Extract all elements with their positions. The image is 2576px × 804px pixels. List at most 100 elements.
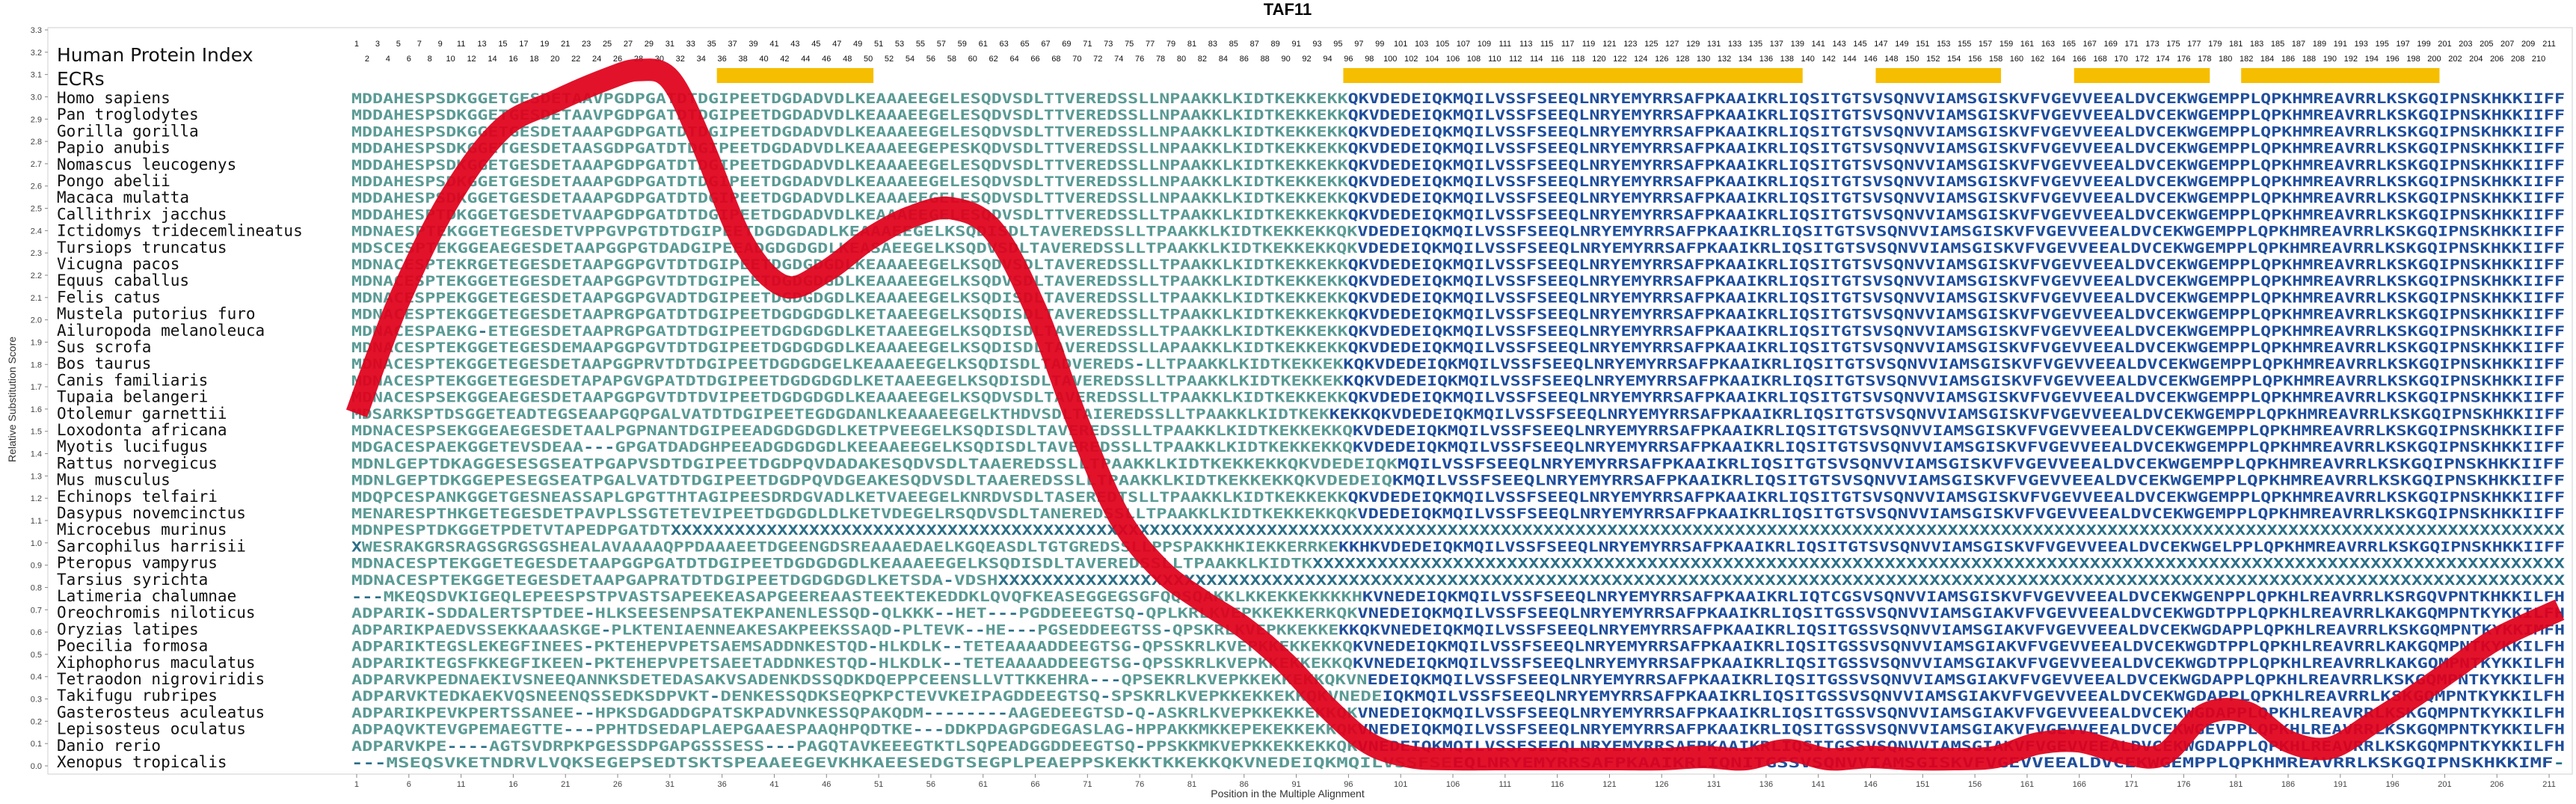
protein-index-number: 2 — [365, 55, 369, 64]
species-name: Gorilla gorilla — [57, 122, 199, 140]
x-tick-label: 46 — [822, 780, 831, 789]
x-axis-label: Position in the Multiple Alignment — [1211, 788, 1365, 800]
protein-index-number: 166 — [2073, 55, 2086, 64]
x-tick-label: 141 — [1812, 780, 1825, 789]
protein-index-number: 204 — [2469, 55, 2483, 64]
species-name: Nomascus leucogenys — [57, 156, 236, 174]
protein-index-number: 49 — [853, 40, 862, 49]
protein-index-number: 89 — [1271, 40, 1280, 49]
protein-index-number: 51 — [874, 40, 883, 49]
protein-index-number: 135 — [1749, 40, 1762, 49]
species-name: Oryzias latipes — [57, 620, 199, 638]
y-tick-label: 2.8 — [31, 138, 42, 147]
alignment-row: Myotis lucifugus MDGACESPAEKGGETEVSDEAA --… — [57, 438, 2565, 455]
protein-index-number: 179 — [2208, 40, 2222, 49]
alignment-row: Loxodonta africana MDNACESPSEKGGEAEGESDET… — [57, 421, 2565, 439]
sequence: ADPARIKTEGSLEKEGFINEES - PKTEHEPVPETSAEMSA… — [351, 639, 2565, 655]
y-tick-label: 0.7 — [31, 606, 42, 615]
alignment-row: Ictidomys tridecemlineatus MDNAESPTEKGGET… — [57, 222, 2565, 240]
protein-index-number: 34 — [697, 55, 706, 64]
protein-index-number: 191 — [2334, 40, 2347, 49]
protein-index-number: 53 — [895, 40, 904, 49]
protein-index-number: 146 — [1863, 55, 1877, 64]
alignment-row: Xenopus tropicalis --- MSEQSVKETNDRVLVQKSE… — [57, 753, 2565, 771]
alignment-row: Poecilia formosa ADPARIKTEGSLEKEGFINEES - P… — [57, 637, 2565, 655]
protein-index-number: 148 — [1884, 55, 1898, 64]
sequence: MDSCESPTEKGGEAEGESDETAAPGGPGTDADGIPEEADG… — [351, 240, 2565, 257]
protein-index-number: 67 — [1041, 40, 1050, 49]
species-name: Xenopus tropicalis — [57, 753, 227, 771]
protein-index-number: 144 — [1842, 55, 1856, 64]
protein-index-number: 206 — [2490, 55, 2503, 64]
alignment-row: Papio anubis MDDAHESPSDKGGETGESDETAASGDPG… — [57, 139, 2565, 157]
species-name: Papio anubis — [57, 139, 170, 157]
protein-index-number: 185 — [2271, 40, 2284, 49]
x-tick-label: 196 — [2385, 780, 2399, 789]
x-tick-label: 191 — [2334, 780, 2347, 789]
species-name: Lepisosteus oculatus — [57, 720, 246, 738]
protein-index-number: 199 — [2417, 40, 2430, 49]
protein-index-number: 94 — [1323, 55, 1332, 64]
human-protein-index-label: Human Protein Index — [57, 44, 253, 66]
x-tick-label: 31 — [665, 780, 674, 789]
protein-index-number: 95 — [1333, 40, 1342, 49]
sequence: MDNAESPTEKGGETEGESDETVPPGVPGTDTDGIPEETDG… — [351, 224, 2565, 240]
species-name: Latimeria chalumnae — [57, 587, 236, 605]
y-tick-label: 0.9 — [31, 562, 42, 571]
substitution-score-curve — [345, 58, 2565, 771]
x-tick-label: 111 — [1498, 780, 1511, 789]
species-name: Takifugu rubripes — [57, 687, 218, 705]
sequence: MDDAHESPSDKGGETGESDETAAAPGDPGATDTDGIPEET… — [351, 174, 2565, 190]
x-tick-label: 201 — [2438, 780, 2451, 789]
protein-index-number: 154 — [1947, 55, 1961, 64]
protein-index-number: 104 — [1425, 55, 1439, 64]
y-tick-label: 1.7 — [31, 383, 42, 392]
protein-index-number: 142 — [1822, 55, 1835, 64]
alignment-row: Otolemur garnettii MDSARKSPTDSGGETEADTEGS… — [57, 405, 2565, 423]
protein-index-number: 143 — [1832, 40, 1845, 49]
protein-index-number: 64 — [1009, 55, 1018, 64]
protein-index-number: 31 — [665, 40, 674, 49]
protein-index-number: 125 — [1644, 40, 1658, 49]
protein-index-number: 136 — [1759, 55, 1773, 64]
sequence: MDNACESPTEKGGETEGESDETAAPGGPGVTDTDGIPEET… — [351, 273, 2565, 289]
protein-index-number: 163 — [2041, 40, 2055, 49]
y-tick-label: 2.9 — [31, 115, 42, 124]
protein-index-number: 161 — [2020, 40, 2034, 49]
alignment-row: Xiphophorus maculatus ADPARIKTEGSFKKEGFIK… — [57, 654, 2565, 672]
protein-index-number: 151 — [1916, 40, 1929, 49]
protein-index-number: 81 — [1187, 40, 1196, 49]
protein-index-number: 145 — [1853, 40, 1866, 49]
protein-index-number: 113 — [1519, 40, 1533, 49]
protein-index-number: 173 — [2145, 40, 2159, 49]
species-name: Otolemur garnettii — [57, 405, 227, 423]
protein-index-number: 200 — [2427, 55, 2441, 64]
y-tick-label: 1.5 — [31, 428, 42, 437]
protein-index-number: 50 — [864, 55, 873, 64]
protein-index-number: 140 — [1801, 55, 1815, 64]
protein-index-number: 17 — [519, 40, 528, 49]
sequence: MDNACESPTEKRGETEGESDETAAPGGPGVTDTDGIPEET… — [351, 257, 2565, 273]
protein-index-number: 97 — [1354, 40, 1363, 49]
protein-index-number: 137 — [1770, 40, 1783, 49]
alignment-row: Gorilla gorilla MDDAHESPSDKGGETGESDETAAAP… — [57, 122, 2565, 140]
y-tick-label: 2.7 — [31, 160, 42, 169]
human-protein-index-row: 1 3 5 7 9 11 13 15 17 19 21 23 25 27 29 31 33 35 37 39 41 43 4… — [354, 40, 2556, 64]
species-name: Tarsius syrichta — [57, 571, 208, 589]
plot-frame — [47, 27, 2573, 775]
protein-index-number: 107 — [1457, 40, 1470, 49]
protein-index-number: 7 — [417, 40, 422, 49]
protein-index-number: 5 — [396, 40, 401, 49]
protein-index-number: 180 — [2219, 55, 2232, 64]
protein-index-number: 24 — [592, 55, 601, 64]
x-tick-label: 166 — [2073, 780, 2086, 789]
sequence: MDNLGEPTDKAGGESESGSEATPGAPVSDTDGIPEETDGD… — [351, 455, 2565, 472]
ecr-bar — [716, 68, 874, 83]
alignment-row: Canis familiaris MDNACESPTEKGGETEGESDETAP… — [57, 371, 2565, 389]
y-tick-label: 1.1 — [31, 517, 42, 526]
protein-index-number: 18 — [529, 55, 538, 64]
protein-index-number: 155 — [1958, 40, 1971, 49]
protein-index-number: 150 — [1905, 55, 1919, 64]
x-tick-label: 26 — [613, 780, 622, 789]
